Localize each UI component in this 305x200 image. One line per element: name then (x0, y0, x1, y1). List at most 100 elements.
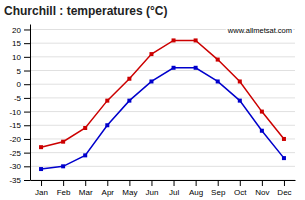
grid-line (30, 84, 295, 85)
marker (172, 38, 176, 42)
grid-line (30, 138, 295, 139)
grid-line (30, 97, 295, 98)
line (41, 40, 284, 147)
tick-mark (85, 180, 86, 186)
tick-label: Feb (57, 188, 71, 197)
tick-label: May (122, 188, 137, 197)
tick: -15 (9, 121, 30, 130)
tick-mark (284, 180, 285, 186)
tick-mark (24, 98, 30, 99)
tick-mark (218, 180, 219, 186)
tick: -30 (9, 162, 30, 171)
tick: Jun (146, 180, 159, 197)
grid-line (30, 111, 295, 112)
marker (149, 52, 153, 56)
marker (282, 156, 286, 160)
tick-label: Sep (211, 188, 226, 197)
grid-line (30, 43, 295, 44)
grid-line (30, 180, 295, 181)
marker (282, 137, 286, 141)
marker (83, 126, 87, 130)
tick: 5 (17, 67, 30, 76)
marker (105, 123, 109, 127)
tick: Aug (189, 180, 203, 197)
tick: Sep (211, 180, 226, 197)
tick-mark (262, 180, 263, 186)
tick: Feb (57, 180, 71, 197)
tick-label: Nov (255, 188, 269, 197)
tick-label: Apr (102, 188, 115, 197)
tick: -20 (9, 135, 30, 144)
tick: Jul (169, 180, 179, 197)
marks (39, 38, 286, 171)
marker (194, 66, 198, 70)
marker (238, 79, 242, 83)
tick: -10 (9, 108, 30, 117)
tick: Nov (255, 180, 269, 197)
tick-mark (151, 180, 152, 186)
tick: -5 (14, 94, 30, 103)
tick: 0 (17, 80, 30, 89)
tick-mark (196, 180, 197, 186)
y-axis: -35 -30 -25 -20 -15 -10 -5 0 5 10 15 20 (9, 25, 30, 186)
tick-mark (63, 180, 64, 186)
tick-label: 0 (17, 80, 22, 89)
marker (172, 66, 176, 70)
axis-line (31, 180, 296, 181)
tick-label: -25 (9, 149, 21, 158)
tick: May (122, 180, 137, 197)
grid (30, 29, 295, 180)
tick-mark (129, 180, 130, 186)
tick-label: Mar (79, 188, 93, 197)
marker (149, 79, 153, 83)
marker (61, 140, 65, 144)
tick-label: Aug (189, 188, 203, 197)
marker (39, 167, 43, 171)
marker (216, 58, 220, 62)
axis-line (30, 25, 31, 181)
tick-label: 20 (12, 26, 21, 35)
tick-mark (24, 153, 30, 154)
tick-label: 15 (12, 39, 21, 48)
marker (127, 77, 131, 81)
line (41, 68, 284, 169)
tick-mark (24, 29, 30, 30)
tick: 20 (12, 26, 30, 35)
tick-label: -35 (9, 176, 21, 185)
title: Churchill : temperatures (°C) (4, 4, 168, 18)
tick: 10 (12, 53, 30, 62)
tick: Oct (234, 180, 247, 197)
tick: 15 (12, 39, 30, 48)
grid-line (30, 152, 295, 153)
x-axis: Jan Feb Mar Apr May Jun Jul Aug Sep Oct Nov Dec (31, 180, 296, 197)
marker (105, 99, 109, 103)
tick-mark (24, 112, 30, 113)
tick-mark (24, 166, 30, 167)
marker (39, 145, 43, 149)
tick-mark (24, 43, 30, 44)
annotations: www.allmetsat.com (226, 26, 293, 36)
chart: -35 -30 -25 -20 -15 -10 -5 0 5 10 15 20 Jan Feb Mar Apr… (0, 0, 305, 200)
tick-mark (24, 71, 30, 72)
tick-mark (41, 180, 42, 186)
tick: Apr (102, 180, 115, 197)
tick-label: -10 (9, 108, 21, 117)
tick-label: -30 (9, 162, 21, 171)
tick-mark (24, 84, 30, 85)
tick-label: -5 (14, 94, 22, 103)
grid-line (30, 166, 295, 167)
tick-label: Jun (146, 188, 159, 197)
tick-mark (24, 139, 30, 140)
marker (238, 99, 242, 103)
chart-container: -35 -30 -25 -20 -15 -10 -5 0 5 10 15 20 Jan Feb Mar Apr… (0, 0, 305, 200)
tick: Dec (277, 180, 291, 197)
tick: Mar (79, 180, 93, 197)
grid-line (30, 56, 295, 57)
tick-label: Oct (234, 188, 247, 197)
marker (216, 79, 220, 83)
tick-label: Dec (277, 188, 291, 197)
tick-mark (107, 180, 108, 186)
tick-mark (24, 180, 30, 181)
tick: Jan (35, 180, 48, 197)
tick-mark (24, 125, 30, 126)
